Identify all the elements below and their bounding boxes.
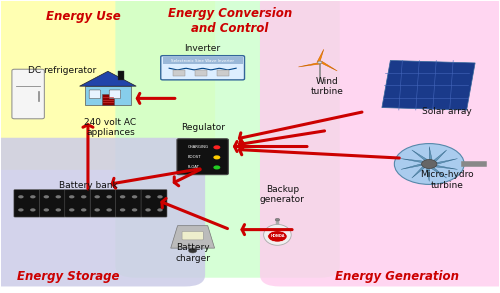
Text: Backup
generator: Backup generator xyxy=(260,185,305,204)
Text: Energy Conversion
and Control: Energy Conversion and Control xyxy=(168,7,292,35)
Text: CHARGING: CHARGING xyxy=(188,145,208,149)
Polygon shape xyxy=(382,60,475,110)
Circle shape xyxy=(30,195,36,198)
Polygon shape xyxy=(412,164,430,178)
Polygon shape xyxy=(102,94,114,105)
Circle shape xyxy=(146,208,151,212)
Circle shape xyxy=(120,195,126,198)
FancyBboxPatch shape xyxy=(90,190,116,217)
Circle shape xyxy=(214,165,220,169)
Text: Battery bank: Battery bank xyxy=(58,181,118,190)
Circle shape xyxy=(18,195,24,198)
FancyBboxPatch shape xyxy=(182,231,204,240)
Polygon shape xyxy=(412,150,430,164)
Polygon shape xyxy=(320,61,337,71)
Text: Wind
turbine: Wind turbine xyxy=(311,77,344,96)
Polygon shape xyxy=(118,71,124,80)
Text: Regulator: Regulator xyxy=(180,123,224,132)
Circle shape xyxy=(214,145,220,149)
Circle shape xyxy=(132,195,138,198)
Text: Battery
charger: Battery charger xyxy=(175,243,210,263)
Circle shape xyxy=(132,208,138,212)
FancyBboxPatch shape xyxy=(218,70,230,76)
Circle shape xyxy=(56,208,61,212)
Text: Solar array: Solar array xyxy=(422,107,472,116)
Polygon shape xyxy=(430,164,458,169)
Circle shape xyxy=(44,208,49,212)
Circle shape xyxy=(56,195,61,198)
Circle shape xyxy=(106,208,112,212)
FancyBboxPatch shape xyxy=(116,190,141,217)
FancyBboxPatch shape xyxy=(141,190,167,217)
Text: BOOST: BOOST xyxy=(188,155,201,159)
Text: HONDA: HONDA xyxy=(270,234,284,239)
Circle shape xyxy=(106,195,112,198)
FancyBboxPatch shape xyxy=(14,190,40,217)
FancyBboxPatch shape xyxy=(116,0,340,278)
Circle shape xyxy=(214,155,220,159)
Text: Inverter: Inverter xyxy=(184,44,220,53)
Text: Energy Generation: Energy Generation xyxy=(335,270,459,283)
Polygon shape xyxy=(430,146,432,164)
Polygon shape xyxy=(84,86,131,105)
Polygon shape xyxy=(430,150,446,164)
Polygon shape xyxy=(426,164,430,181)
Polygon shape xyxy=(298,62,321,67)
FancyBboxPatch shape xyxy=(0,0,215,170)
Ellipse shape xyxy=(264,224,291,245)
Circle shape xyxy=(44,195,49,198)
Text: Energy Storage: Energy Storage xyxy=(17,270,120,283)
Circle shape xyxy=(158,208,162,212)
Text: 240 volt AC
appliances: 240 volt AC appliances xyxy=(84,118,136,137)
Polygon shape xyxy=(170,226,214,248)
Circle shape xyxy=(275,218,280,221)
Circle shape xyxy=(94,195,100,198)
Text: FLOAT: FLOAT xyxy=(188,166,200,169)
FancyBboxPatch shape xyxy=(162,57,242,64)
Circle shape xyxy=(268,231,287,242)
Circle shape xyxy=(318,61,322,64)
Polygon shape xyxy=(317,49,324,62)
FancyBboxPatch shape xyxy=(0,138,205,287)
Text: Energy Use: Energy Use xyxy=(46,10,120,23)
FancyBboxPatch shape xyxy=(40,190,66,217)
Circle shape xyxy=(69,208,74,212)
Polygon shape xyxy=(430,164,446,178)
FancyBboxPatch shape xyxy=(160,56,244,80)
Circle shape xyxy=(120,208,126,212)
Circle shape xyxy=(146,195,151,198)
Circle shape xyxy=(69,195,74,198)
Polygon shape xyxy=(80,71,136,86)
Text: Micro-hydro
turbine: Micro-hydro turbine xyxy=(420,170,474,190)
Circle shape xyxy=(81,208,86,212)
FancyBboxPatch shape xyxy=(89,90,101,98)
FancyBboxPatch shape xyxy=(177,139,229,175)
Circle shape xyxy=(18,208,24,212)
Circle shape xyxy=(394,144,464,184)
Circle shape xyxy=(422,159,437,168)
Circle shape xyxy=(81,195,86,198)
FancyBboxPatch shape xyxy=(12,69,44,119)
FancyBboxPatch shape xyxy=(260,0,500,287)
Circle shape xyxy=(94,208,100,212)
Circle shape xyxy=(158,195,162,198)
Polygon shape xyxy=(401,164,430,169)
FancyBboxPatch shape xyxy=(195,70,207,76)
Circle shape xyxy=(30,208,36,212)
Text: Selectronic Sine Wave Inverter: Selectronic Sine Wave Inverter xyxy=(171,59,234,63)
FancyBboxPatch shape xyxy=(172,70,184,76)
Polygon shape xyxy=(430,159,458,164)
Text: DC refrigerator: DC refrigerator xyxy=(28,66,96,75)
Polygon shape xyxy=(401,159,430,164)
FancyBboxPatch shape xyxy=(65,190,90,217)
FancyBboxPatch shape xyxy=(109,90,120,98)
Circle shape xyxy=(188,248,197,253)
